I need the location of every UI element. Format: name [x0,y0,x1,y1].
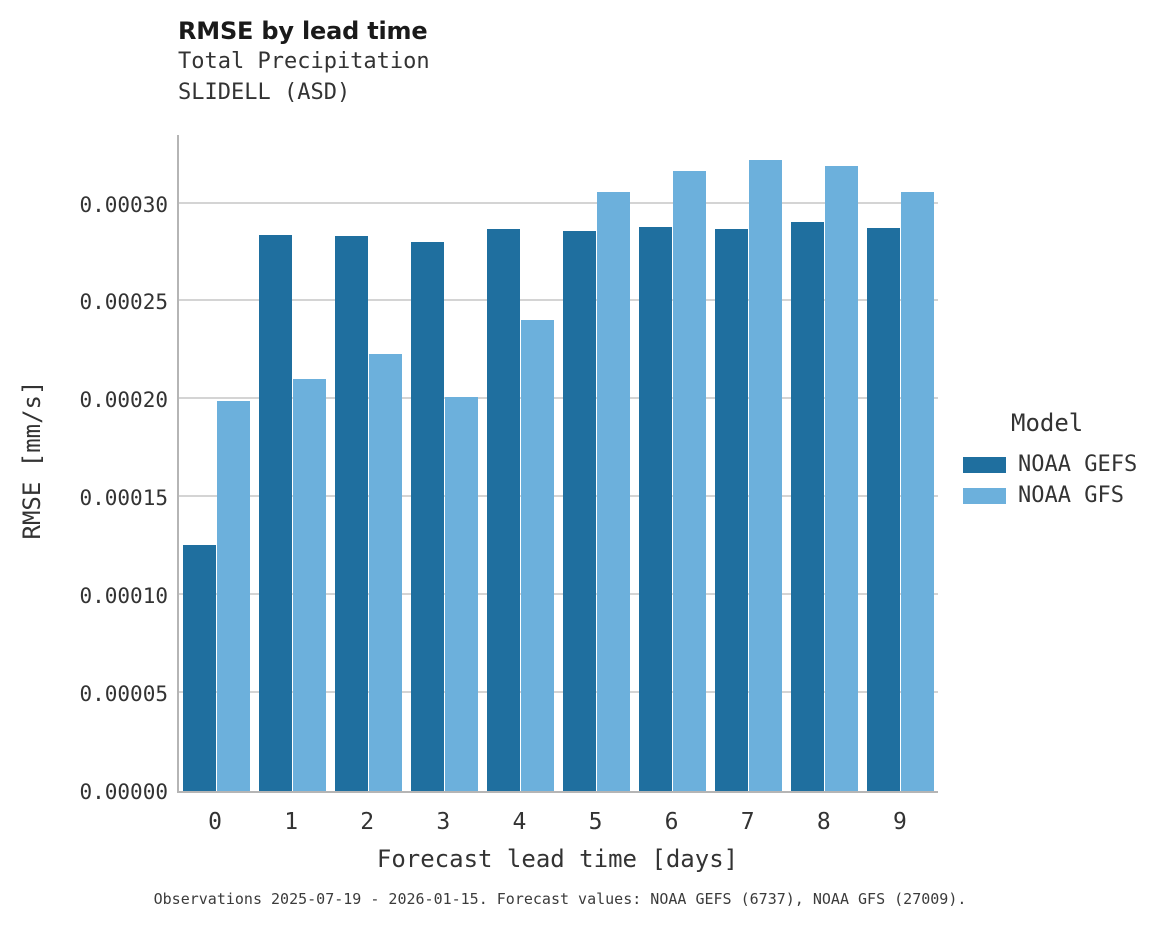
bar-group [179,135,255,791]
bar[interactable] [672,171,706,791]
bar-group [331,135,407,791]
bar[interactable] [369,354,403,791]
bar[interactable] [748,160,782,791]
title-block: RMSE by lead time Total Precipitation SL… [178,16,878,108]
bar[interactable] [714,228,748,791]
bar-group [407,135,483,791]
bar[interactable] [521,320,555,791]
x-axis-tick-label: 3 [436,809,451,835]
bar[interactable] [259,234,293,791]
legend: Model NOAA GEFS NOAA GFS [963,408,1173,511]
bar-group [710,135,786,791]
y-axis-tick-labels: 0.00000 0.00005 0.00010 0.00015 0.00020 0.000… [10,135,168,803]
legend-entries: NOAA GEFS NOAA GFS [963,449,1173,511]
gridlines [179,135,938,791]
bar[interactable] [445,397,479,791]
y-axis-tick-label: 0.00000 [79,780,168,804]
gridline [179,299,938,302]
bar-group [559,135,635,791]
bar[interactable] [411,241,445,791]
legend-swatch-icon [963,487,1006,504]
plot-area [177,135,938,793]
bar[interactable] [866,227,900,791]
legend-entry[interactable]: NOAA GEFS [963,449,1173,480]
bar[interactable] [900,191,934,791]
x-axis-tick-label: 1 [284,809,299,835]
chart-subtitle-variable: Total Precipitation [178,49,430,74]
bar[interactable] [293,378,327,791]
legend-entry-label: NOAA GFS [1018,482,1124,508]
x-axis-tick-label: 9 [892,809,907,835]
gridline [179,691,938,694]
bar[interactable] [183,545,217,791]
x-axis-tick-label: 7 [740,809,755,835]
chart-subtitle-station: SLIDELL (ASD) [178,80,351,105]
page-title: RMSE by lead time [178,17,428,45]
bar[interactable] [335,235,369,791]
legend-entry-label: NOAA GEFS [1018,451,1138,477]
x-axis-tick-labels: 0 1 2 3 4 5 6 7 8 9 [177,808,938,838]
bar[interactable] [824,166,858,791]
bar-group [862,135,938,791]
bar-group [255,135,331,791]
bar-group [786,135,862,791]
gridline [179,593,938,596]
bar-group [634,135,710,791]
x-axis-tick-label: 2 [360,809,375,835]
gridline [179,495,938,498]
bar[interactable] [217,401,251,791]
y-axis-title: RMSE [mm/s] [18,380,46,540]
legend-title: Model [1011,409,1084,437]
x-axis-tick-label: 4 [512,809,527,835]
y-axis-tick-label: 0.00020 [79,388,168,413]
x-axis-tick-label: 0 [208,809,222,835]
bar[interactable] [562,230,596,791]
y-axis-tick-label: 0.00030 [79,192,168,217]
bar[interactable] [596,191,630,791]
bar[interactable] [638,227,672,791]
bar-series-layer [179,135,938,791]
x-axis-tick-label: 5 [588,809,603,835]
y-axis-tick-label: 0.00015 [79,486,168,511]
gridline [179,397,938,400]
y-axis-tick-label: 0.00025 [79,290,168,315]
legend-swatch-icon [963,456,1006,473]
legend-entry[interactable]: NOAA GFS [963,480,1173,511]
bar[interactable] [790,222,824,791]
bar-group [483,135,559,791]
x-axis-tick-label: 8 [816,809,831,835]
footer-note: Observations 2025-07-19 - 2026-01-15. Fo… [153,890,967,908]
bar[interactable] [487,228,521,791]
y-axis-tick-label: 0.00010 [79,584,168,609]
x-axis-title: Forecast lead time [days] [376,845,739,873]
y-axis-tick-label: 0.00005 [79,682,168,707]
gridline [179,201,938,204]
x-axis-tick-label: 6 [664,809,679,835]
